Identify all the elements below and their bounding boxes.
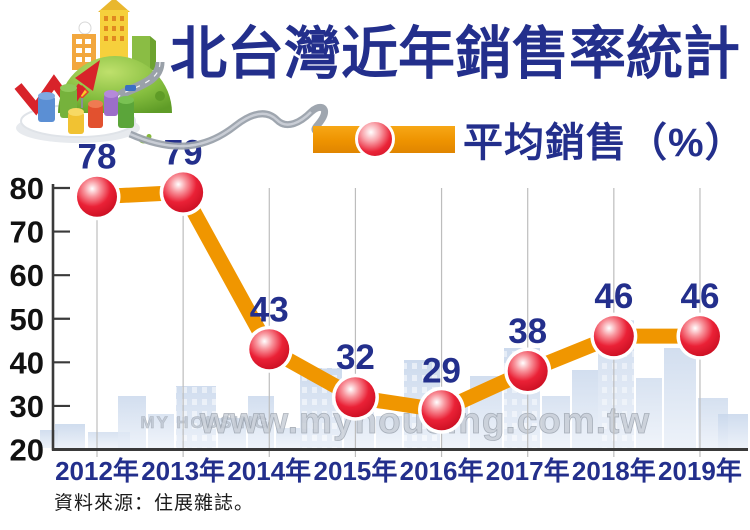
y-axis-label: 20	[10, 433, 44, 468]
data-point-marker	[163, 172, 204, 213]
data-point-marker	[593, 316, 634, 357]
x-axis-label: 2015年	[313, 456, 397, 486]
value-label: 46	[681, 277, 720, 316]
x-axis-label: 2014年	[227, 456, 311, 486]
y-axis-label: 40	[10, 345, 44, 380]
y-axis-label: 80	[10, 171, 44, 206]
y-axis-label: 60	[10, 258, 44, 293]
page-title: 北台灣近年銷售率統計	[170, 22, 740, 86]
value-label: 46	[594, 277, 633, 316]
globe-city-illustration-icon	[14, 0, 172, 144]
value-label: 43	[250, 290, 289, 329]
legend-line-marker-icon	[313, 118, 455, 160]
legend: 平均銷售（%）	[313, 114, 746, 165]
watermark-logo: MY HOUSING	[140, 413, 269, 432]
x-axis-label: 2012年	[55, 456, 139, 486]
y-axis-label: 70	[10, 215, 44, 250]
series-average-sales	[73, 168, 724, 434]
value-label: 79	[164, 133, 203, 172]
value-label: 78	[78, 138, 117, 177]
legend-marker-ball-icon	[355, 119, 395, 159]
y-axis-label: 30	[10, 389, 44, 424]
data-point-marker	[507, 351, 548, 392]
x-axis-label: 2017年	[486, 456, 570, 486]
data-point-marker	[335, 377, 376, 418]
x-axis-label: 2019年	[658, 456, 742, 486]
marker-figures-icon	[38, 84, 152, 144]
value-label: 38	[508, 312, 547, 351]
data-point-marker	[249, 329, 290, 370]
value-label: 32	[336, 338, 375, 377]
road-swoosh-icon	[128, 104, 329, 150]
data-point-marker	[77, 176, 117, 217]
x-axis-label: 2018年	[572, 456, 656, 486]
y-axis-label: 50	[10, 302, 44, 337]
source-note: 資料來源：住展雜誌。	[54, 493, 255, 514]
value-label: 29	[422, 351, 461, 390]
x-axis-label: 2013年	[141, 456, 225, 486]
x-axis-label: 2016年	[400, 456, 484, 486]
legend-label: 平均銷售（%）	[463, 121, 746, 165]
data-labels: 78 79 43 32 29 38 46 46	[78, 133, 720, 390]
grid-lines	[96, 188, 701, 457]
data-point-marker	[421, 390, 462, 431]
data-point-marker	[679, 316, 720, 357]
car-icon	[125, 85, 136, 91]
